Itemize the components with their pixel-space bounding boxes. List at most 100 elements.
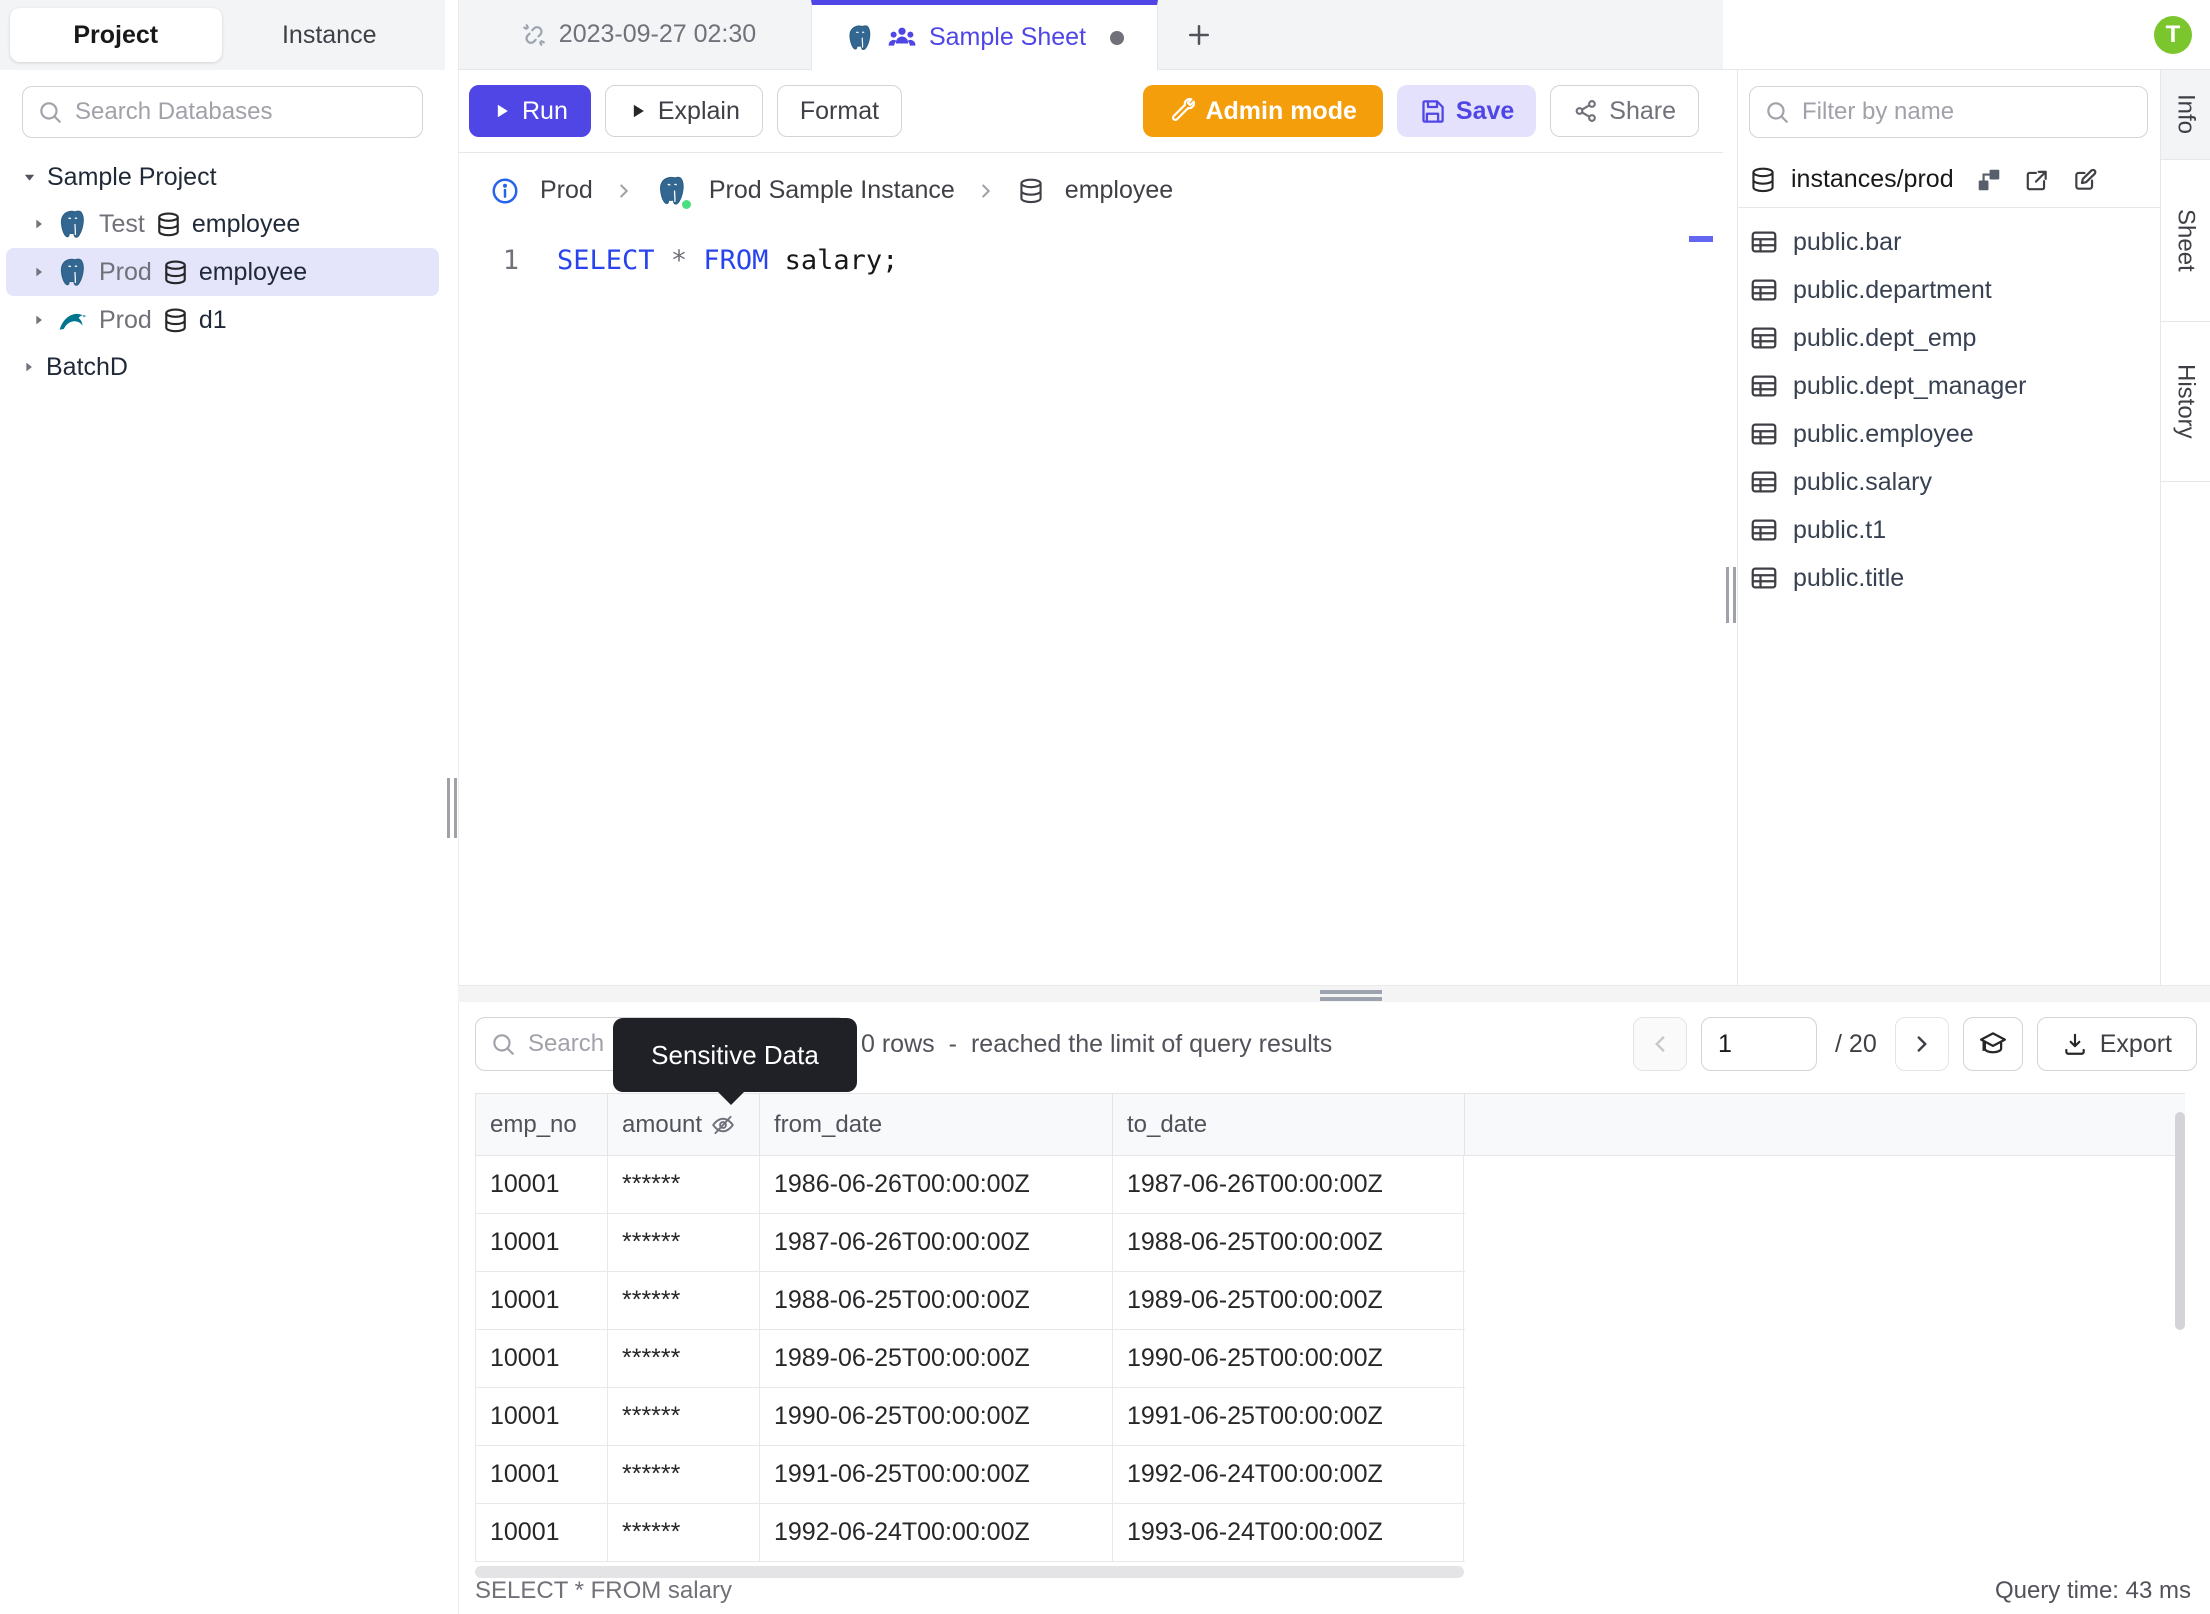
breadcrumb-instance[interactable]: Prod Sample Instance <box>708 176 955 204</box>
table-list-item[interactable]: public.t1 <box>1738 506 2160 554</box>
new-tab-button[interactable] <box>1172 0 1226 70</box>
project-tree-item[interactable]: Sample Project <box>0 154 445 200</box>
environment-label: Prod <box>99 305 152 334</box>
cell-amount: ****** <box>607 1156 759 1213</box>
sidebar-database-item[interactable]: Test employee <box>0 200 445 248</box>
table-row[interactable]: 10001 ****** 1989-06-25T00:00:00Z 1990-06-2… <box>475 1330 1465 1388</box>
table-list-item[interactable]: public.salary <box>1738 458 2160 506</box>
horizontal-scrollbar[interactable] <box>475 1566 1464 1578</box>
side-tab-history[interactable]: History <box>2161 322 2210 482</box>
save-button[interactable]: Save <box>1396 85 1537 137</box>
results-resize-handle[interactable] <box>458 985 2210 1002</box>
share-button[interactable]: Share <box>1550 85 1699 137</box>
limit-note: reached the limit of query results <box>970 1029 1333 1058</box>
plus-icon <box>1184 20 1214 50</box>
breadcrumb-database[interactable]: employee <box>1064 176 1174 204</box>
instance-online-dot <box>679 197 693 211</box>
results-table-header: emp_no amount from_date to_date <box>475 1093 2185 1156</box>
table-row[interactable]: 10001 ****** 1990-06-25T00:00:00Z 1991-06-2… <box>475 1388 1465 1446</box>
rows-info: 0 rows - reached the limit of query resu… <box>861 1030 1332 1059</box>
cell-emp_no: 10001 <box>475 1504 607 1561</box>
format-button[interactable]: Format <box>776 85 903 137</box>
table-name: public.department <box>1793 275 1992 304</box>
table-row[interactable]: 10001 ****** 1986-06-26T00:00:00Z 1987-06-2… <box>475 1156 1465 1214</box>
sql-token-plain: salary; <box>768 245 899 276</box>
side-tab-strip: Info Sheet History <box>2160 70 2210 985</box>
table-name: public.dept_emp <box>1793 323 1977 352</box>
table-row[interactable]: 10001 ****** 1992-06-24T00:00:00Z 1993-06-2… <box>475 1504 1465 1562</box>
filter-box[interactable] <box>1749 86 2148 138</box>
column-header-amount[interactable]: amount <box>607 1094 759 1155</box>
sheet-tab-sample-sheet[interactable]: Sample Sheet <box>811 0 1158 70</box>
table-grid-icon <box>1749 467 1779 497</box>
admin-mode-button[interactable]: Admin mode <box>1143 85 1383 137</box>
table-row[interactable]: 10001 ****** 1991-06-25T00:00:00Z 1992-06-2… <box>475 1446 1465 1504</box>
database-search-box[interactable] <box>22 86 423 138</box>
column-header-to_date[interactable]: to_date <box>1112 1094 1464 1155</box>
table-list-item[interactable]: public.bar <box>1738 218 2160 266</box>
cell-amount: ****** <box>607 1504 759 1561</box>
filter-input[interactable] <box>1802 98 2133 126</box>
schema-diagram-icon[interactable] <box>1976 167 2002 193</box>
drag-grip-icon <box>1320 990 1382 1004</box>
table-name: public.t1 <box>1793 515 1887 544</box>
next-page-button[interactable] <box>1894 1017 1949 1071</box>
cell-emp_no: 10001 <box>475 1388 607 1445</box>
table-list-item[interactable]: public.employee <box>1738 410 2160 458</box>
tab-project[interactable]: Project <box>10 8 222 62</box>
wrench-icon <box>1169 98 1196 124</box>
table-grid-icon <box>1749 563 1779 593</box>
left-panel-resize-handle[interactable] <box>445 0 458 1614</box>
page-number-input[interactable] <box>1701 1017 1818 1071</box>
table-row[interactable]: 10001 ****** 1988-06-25T00:00:00Z 1989-06-2… <box>475 1272 1465 1330</box>
table-list-item[interactable]: public.dept_emp <box>1738 314 2160 362</box>
table-list-item[interactable]: public.title <box>1738 554 2160 602</box>
save-floppy-icon <box>1419 98 1446 125</box>
breadcrumb-environment[interactable]: Prod <box>540 176 593 204</box>
external-link-icon[interactable] <box>2024 167 2050 193</box>
sql-line: 1 SELECT * FROM salary; <box>459 228 1723 282</box>
table-name: public.employee <box>1793 419 1974 448</box>
editor-toolbar: Run Explain Format Admin mode Save <box>459 70 1723 153</box>
side-tab-info[interactable]: Info <box>2161 70 2210 160</box>
vertical-scrollbar[interactable] <box>2175 1112 2185 1330</box>
top-bar-right <box>1723 0 2210 70</box>
query-time: Query time: 43 ms <box>1994 1577 2191 1604</box>
chevron-right-icon <box>1909 1031 1935 1057</box>
column-header-from_date[interactable]: from_date <box>759 1094 1112 1155</box>
table-name: public.title <box>1793 563 1905 592</box>
sheet-tab-unsaved[interactable]: 2023-09-27 02:30 <box>466 0 811 69</box>
database-icon <box>1017 177 1045 205</box>
chevron-right-icon <box>613 180 635 202</box>
side-tab-sheet[interactable]: Sheet <box>2161 160 2210 322</box>
database-icon <box>1749 166 1777 194</box>
column-header-emp_no[interactable]: emp_no <box>475 1094 607 1155</box>
search-icon <box>37 99 63 125</box>
table-list-item[interactable]: public.dept_manager <box>1738 362 2160 410</box>
info-icon[interactable] <box>490 176 520 206</box>
sidebar-database-item[interactable]: Prod d1 <box>0 296 445 344</box>
table-list-item[interactable]: public.department <box>1738 266 2160 314</box>
table-row[interactable]: 10001 ****** 1987-06-26T00:00:00Z 1988-06-2… <box>475 1214 1465 1272</box>
data-access-button[interactable] <box>1962 1017 2023 1071</box>
sidebar-database-item[interactable]: Prod employee <box>6 248 439 296</box>
database-search-input[interactable] <box>75 98 408 126</box>
play-icon <box>628 101 648 121</box>
schema-source-label: instances/prod <box>1791 165 1954 193</box>
sql-editor[interactable]: 1 SELECT * FROM salary; <box>459 228 1723 985</box>
postgresql-icon <box>56 208 89 241</box>
cell-from_date: 1986-06-26T00:00:00Z <box>759 1156 1112 1213</box>
run-button[interactable]: Run <box>469 85 591 137</box>
drag-grip-icon <box>1726 567 1736 623</box>
right-panel-resize-handle[interactable] <box>1723 70 1737 985</box>
prev-page-button[interactable] <box>1633 1017 1688 1071</box>
export-button[interactable]: Export <box>2036 1017 2197 1071</box>
project-tree-item[interactable]: BatchD <box>0 344 445 390</box>
eye-off-icon[interactable] <box>710 1112 736 1138</box>
download-icon <box>2062 1031 2088 1057</box>
edit-icon[interactable] <box>2072 167 2098 193</box>
avatar[interactable]: T <box>2154 16 2192 54</box>
explain-button[interactable]: Explain <box>604 85 763 137</box>
sql-token-plain <box>687 245 703 276</box>
tab-instance[interactable]: Instance <box>281 20 377 49</box>
